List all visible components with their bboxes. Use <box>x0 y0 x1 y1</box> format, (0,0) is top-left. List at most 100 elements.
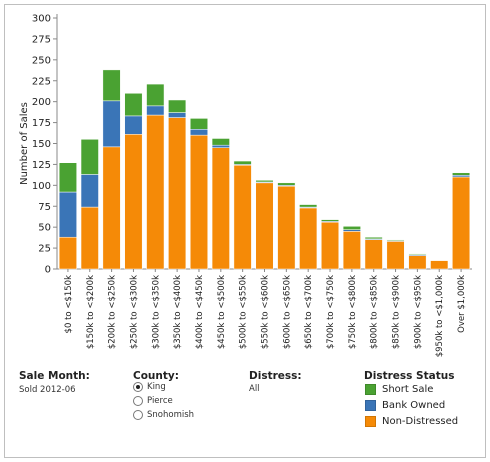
stacked-bar-chart: Number of Sales 0 25 50 75 100 125 150 175 200 225… <box>19 14 472 357</box>
bar-segment-bank-owned <box>102 100 121 148</box>
legend-item-short-sale[interactable]: Short Sale <box>365 384 433 395</box>
bar-segment-short-sale <box>277 182 296 186</box>
x-tick-label: $950k to <$1,000k <box>435 275 445 357</box>
bar-segment-non-distressed <box>233 165 252 270</box>
bar-segment-non-distressed <box>408 255 427 270</box>
y-tick-label: 250 <box>32 55 51 66</box>
x-tick-label: $850k to <$900k <box>392 275 402 349</box>
county-option-label: King <box>147 382 166 392</box>
bar-segment-non-distressed <box>168 117 187 270</box>
radio-snohomish[interactable] <box>133 410 143 420</box>
bar-segment-non-distressed <box>80 206 99 270</box>
x-tick-label: $600k to <$650k <box>282 275 292 349</box>
bar-segment-bank-owned <box>342 229 361 232</box>
y-tick-label: 75 <box>38 202 51 213</box>
legend-swatch-orange <box>365 416 376 427</box>
x-tick-label: $450k to <$500k <box>217 275 227 349</box>
bar-segment-short-sale <box>408 253 427 256</box>
county-option-snohomish[interactable]: Snohomish <box>133 410 194 420</box>
y-tick-label: 150 <box>32 139 51 150</box>
x-tick-label: $700k to <$750k <box>326 275 336 349</box>
distress-title: Distress: <box>249 370 302 382</box>
legend-swatch-green <box>365 384 376 395</box>
legend-label: Short Sale <box>382 384 434 395</box>
bar-segment-non-distressed <box>277 185 296 270</box>
bar-segment-non-distressed <box>321 221 340 270</box>
x-tick-label: $800k to <$850k <box>370 275 380 349</box>
bar-segment-bank-owned <box>211 144 230 148</box>
bar-segment-non-distressed <box>342 231 361 270</box>
y-tick-label: 100 <box>32 181 51 192</box>
bar-segment-bank-owned <box>189 129 208 136</box>
y-tick-label: 275 <box>32 34 51 45</box>
bar-segment-short-sale <box>189 118 208 130</box>
county-option-label: Snohomish <box>147 410 195 420</box>
bar-segment-bank-owned <box>168 112 187 118</box>
x-tick-label: $900k to <$950k <box>413 275 423 349</box>
bar-segment-non-distressed <box>452 176 471 270</box>
bar-segment-short-sale <box>452 172 471 176</box>
bar-segment-short-sale <box>58 162 77 193</box>
y-tick-label: 225 <box>32 76 51 87</box>
bar-segment-short-sale <box>321 219 340 222</box>
bar-segment-short-sale <box>386 239 405 241</box>
county-title: County: <box>133 370 179 382</box>
x-tick-label: $550k to <$600k <box>261 275 271 349</box>
radio-king[interactable] <box>133 382 143 392</box>
y-axis-label: Number of Sales <box>19 102 30 185</box>
x-tick-label: $0 to <$150k <box>64 275 74 334</box>
bar-segment-short-sale <box>342 226 361 230</box>
bar-segment-short-sale <box>255 180 274 183</box>
bar-segment-short-sale <box>102 69 121 102</box>
legend-item-bank-owned[interactable]: Bank Owned <box>365 400 445 411</box>
sale-month-title: Sale Month: <box>19 370 90 382</box>
bar-segment-non-distressed <box>189 134 208 270</box>
bar-segment-non-distressed <box>146 114 165 270</box>
x-tick-label: $150k to <$200k <box>86 275 96 349</box>
bar-segment-non-distressed <box>299 207 318 270</box>
y-tick-label: 300 <box>32 14 51 25</box>
bar-segment-non-distressed <box>364 239 383 270</box>
bar-segment-short-sale <box>146 83 165 107</box>
sale-month-value[interactable]: Sold 2012-06 <box>19 385 76 395</box>
bar-segment-non-distressed <box>124 134 143 270</box>
y-tick-label: 50 <box>38 223 51 234</box>
distress-value[interactable]: All <box>249 384 260 394</box>
x-tick-label: $300k to <$350k <box>151 275 161 349</box>
county-option-pierce[interactable]: Pierce <box>133 396 173 406</box>
bar-segment-bank-owned <box>452 175 471 178</box>
bar-segment-non-distressed <box>211 147 230 270</box>
x-tick-label: $500k to <$550k <box>239 275 249 349</box>
y-tick-label: 25 <box>38 244 51 255</box>
legend-label: Bank Owned <box>382 400 446 411</box>
bar-segment-short-sale <box>211 138 230 146</box>
y-tick-label: 0 <box>45 265 51 276</box>
bar-segment-short-sale <box>168 99 187 113</box>
bar-segment-bank-owned <box>80 174 99 208</box>
radio-pierce[interactable] <box>133 396 143 406</box>
bar-segment-short-sale <box>80 139 99 175</box>
y-tick-label: 200 <box>32 97 51 108</box>
x-tick-label: $200k to <$250k <box>108 275 118 349</box>
bar-segment-bank-owned <box>124 115 143 135</box>
bar-segment-short-sale <box>124 93 143 117</box>
bar-segment-non-distressed <box>255 182 274 270</box>
county-option-king[interactable]: King <box>133 382 166 392</box>
x-tick-label: $750k to <$800k <box>348 275 358 349</box>
legend-label: Non-Distressed <box>382 416 459 427</box>
bar-segment-non-distressed <box>430 260 449 270</box>
bar-segment-short-sale <box>233 160 252 165</box>
bar-segment-short-sale <box>364 236 383 240</box>
y-tick-label: 125 <box>32 160 51 171</box>
bar-segment-short-sale <box>299 204 318 208</box>
bar-segment-non-distressed <box>58 236 77 270</box>
y-tick-label: 175 <box>32 118 51 129</box>
county-option-label: Pierce <box>147 396 173 406</box>
bar-segment-bank-owned <box>58 191 77 238</box>
legend-swatch-blue <box>365 400 376 411</box>
x-tick-label: $650k to <$700k <box>304 275 314 349</box>
x-tick-label: $250k to <$300k <box>129 275 139 349</box>
legend-item-non-distressed[interactable]: Non-Distressed <box>365 416 458 427</box>
x-tick-label: $350k to <$400k <box>173 275 183 349</box>
bar-segment-non-distressed <box>102 146 121 270</box>
